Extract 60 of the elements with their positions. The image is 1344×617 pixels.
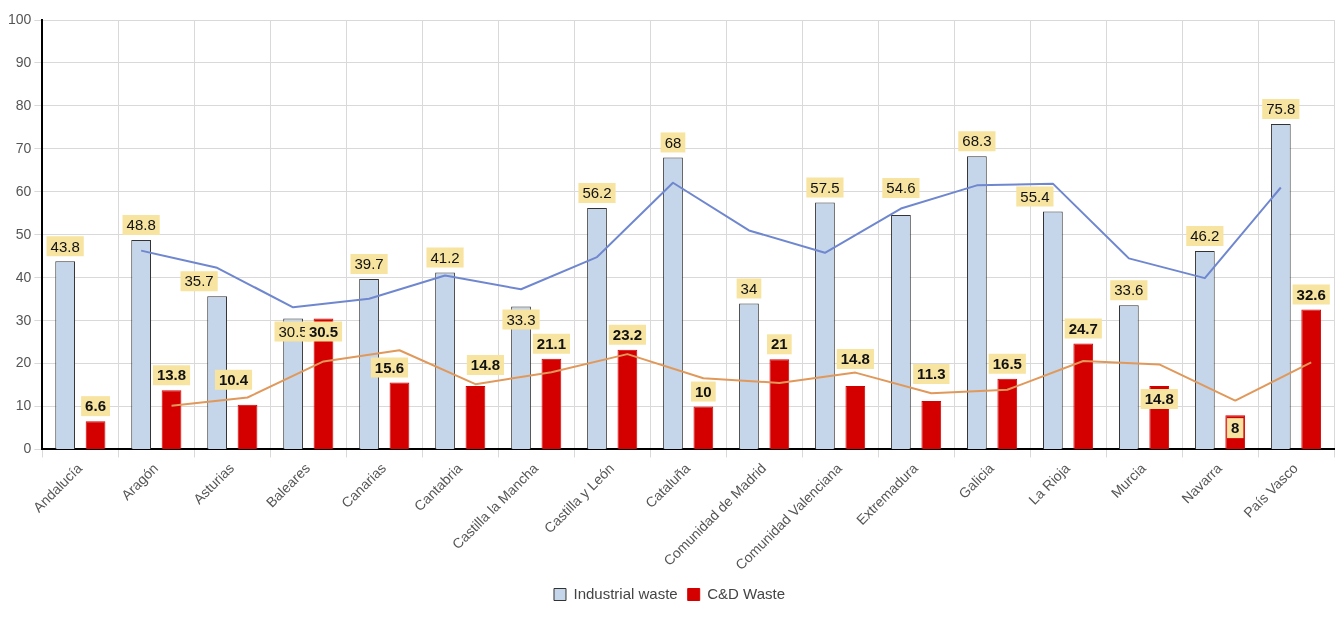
bar [997,378,1018,449]
y-tick-label: 100 [8,10,32,27]
data-label: 6.6 [85,397,106,415]
bar [85,421,106,449]
data-label: 54.6 [886,179,916,197]
data-label: 34 [740,279,758,297]
y-tick-label: 10 [15,397,32,414]
data-label: 56.2 [582,184,612,202]
data-label: 68 [664,133,682,151]
data-label: 30.5 [308,322,339,340]
y-tick-label: 50 [15,225,32,242]
data-label: 11.3 [917,365,946,383]
data-label: 46.2 [1190,227,1220,245]
data-label: 16.5 [992,354,1022,372]
y-tick-label: 70 [15,139,32,156]
bar [845,385,866,449]
data-label: 32.6 [1296,285,1326,303]
y-tick-label: 60 [15,182,32,199]
data-label: 35.7 [184,272,214,290]
data-label: 39.7 [354,255,384,273]
legend-label: C&D Waste [707,584,786,602]
bar [1301,309,1322,449]
y-tick-label: 30 [15,311,32,328]
data-label: 57.5 [810,178,840,196]
data-label: 21.1 [536,335,567,353]
data-label: 10 [695,382,712,400]
data-label: 33.3 [506,310,536,328]
y-tick-label: 40 [15,268,32,285]
legend-label: Industrial waste [573,584,678,602]
y-tick-label: 90 [15,53,32,70]
data-label: 23.2 [612,325,642,343]
data-label: 55.4 [1020,187,1050,205]
bar [617,349,638,449]
y-tick-label: 0 [23,440,32,457]
bar [389,382,410,449]
y-tick-label: 80 [15,96,32,113]
data-label: 10.4 [218,370,249,388]
data-label: 48.8 [126,216,156,234]
data-label: 13.8 [156,366,187,384]
data-label: 33.6 [1114,281,1144,299]
data-label: 24.7 [1068,319,1098,337]
data-label: 14.8 [470,356,501,374]
bar [161,390,182,449]
bar [769,359,790,449]
data-label: 14.8 [840,350,870,368]
data-label: 8 [1231,419,1240,437]
y-tick-label: 20 [15,354,32,371]
data-label: 75.8 [1266,100,1296,118]
data-label: 43.8 [50,237,80,255]
bar [465,385,486,449]
bar [541,358,562,449]
bar [693,406,714,449]
data-label: 21 [771,335,788,353]
bar [237,404,258,449]
bar [1073,343,1094,449]
data-label: 14.8 [1144,390,1174,408]
data-label: 15.6 [374,358,405,376]
data-label: 41.2 [430,248,460,266]
data-label: 68.3 [962,132,992,150]
bar [921,400,942,449]
